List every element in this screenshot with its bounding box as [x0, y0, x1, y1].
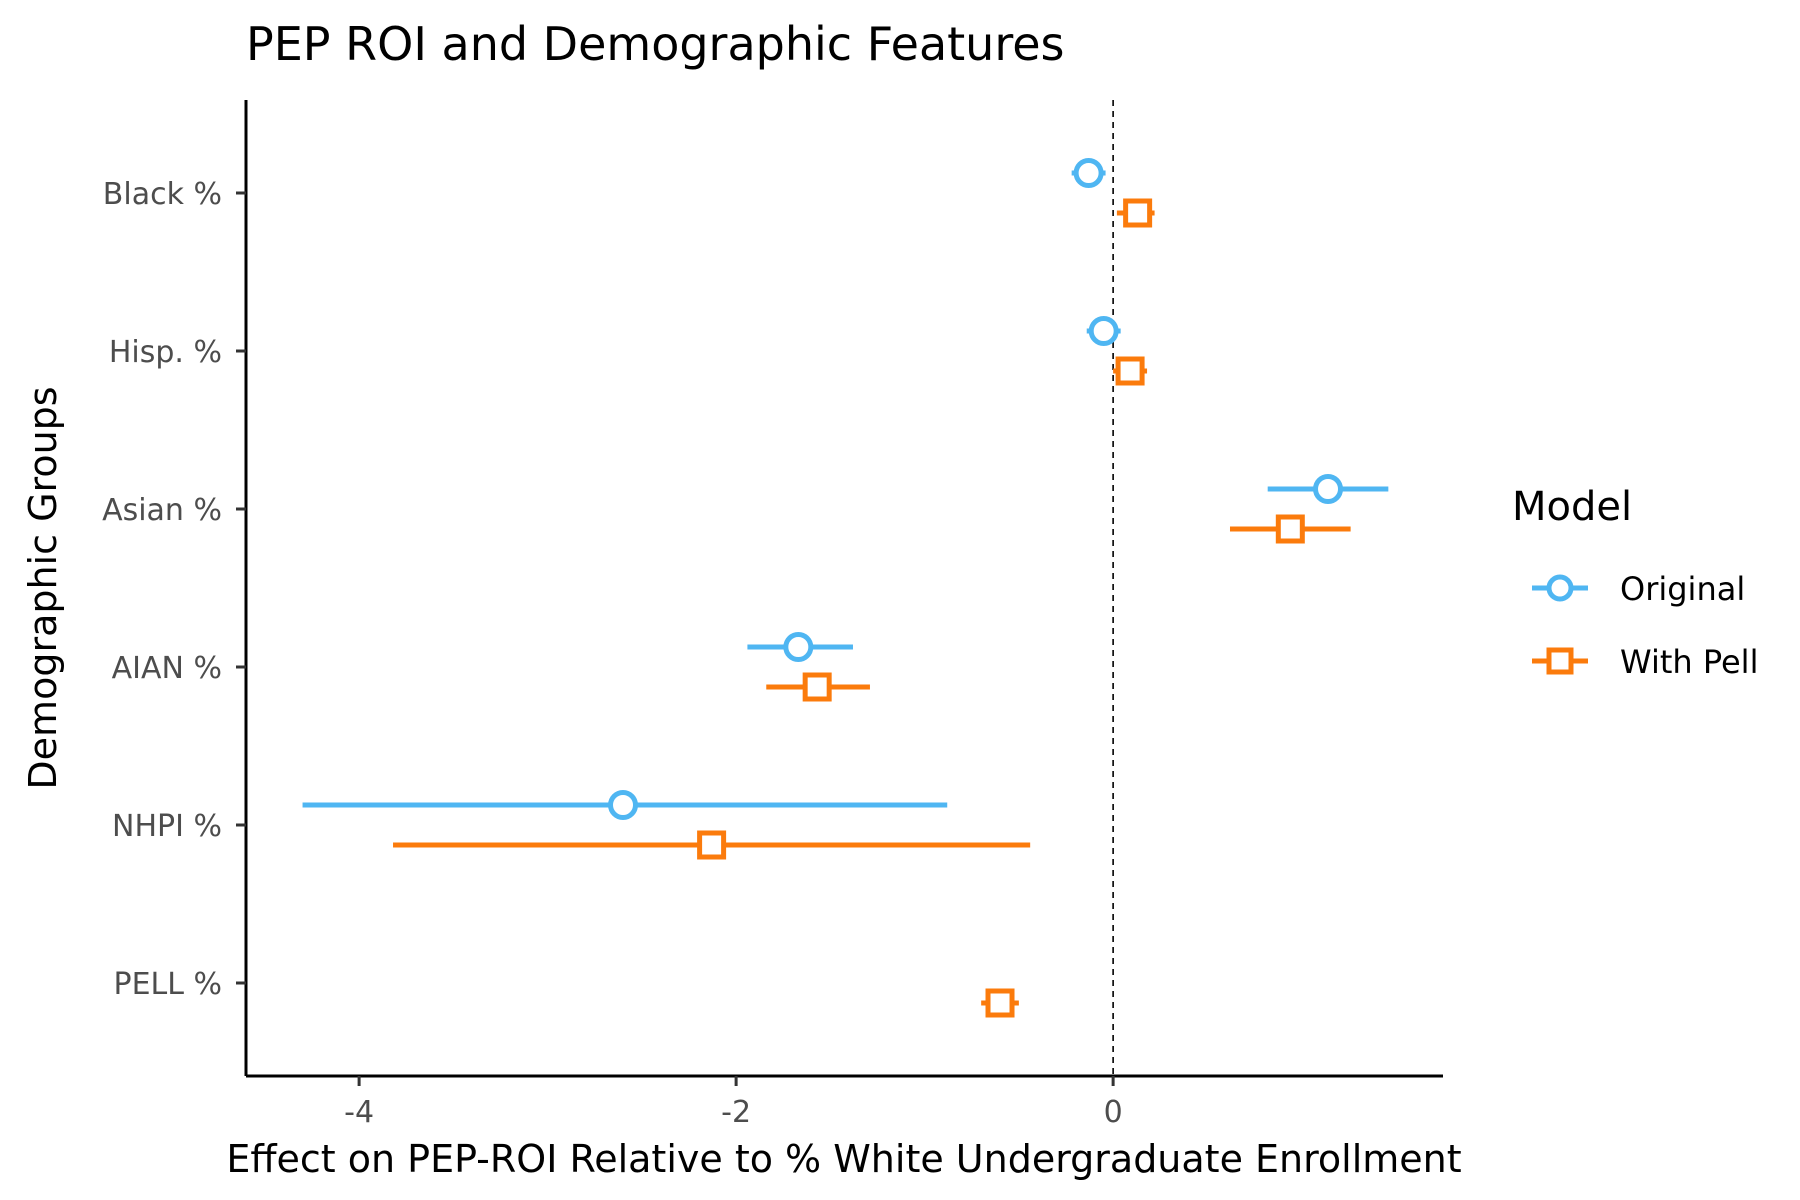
y-tick-label: PELL % — [113, 967, 222, 1002]
x-tick-label: -2 — [721, 1095, 751, 1130]
legend-label: Original — [1620, 570, 1745, 608]
y-tick-label: Asian % — [102, 493, 222, 528]
x-axis-title: Effect on PEP-ROI Relative to % White Un… — [226, 1137, 1461, 1181]
y-ticks: Black % Hisp. % Asian % AIAN % NHPI % PELL % — [102, 177, 246, 1002]
x-tick-label: -4 — [344, 1095, 374, 1130]
point-marker — [1073, 158, 1104, 188]
y-tick-label: Hisp. % — [109, 335, 222, 370]
x-ticks: -4 -2 0 — [344, 1076, 1123, 1130]
y-tick-label: AIAN % — [112, 651, 222, 686]
point-marker — [802, 672, 832, 702]
legend-label: With Pell — [1620, 643, 1758, 681]
y-tick-label: Black % — [103, 177, 222, 212]
data-marks — [302, 158, 1389, 1018]
point-marker — [1313, 474, 1344, 504]
legend-items: Original With Pell — [1532, 570, 1758, 681]
legend-key-marker — [1546, 574, 1574, 602]
legend-title: Model — [1512, 484, 1632, 530]
point-marker — [608, 790, 639, 820]
chart-title: PEP ROI and Demographic Features — [246, 17, 1065, 71]
point-marker — [1123, 198, 1153, 228]
point-marker — [1275, 514, 1305, 544]
x-tick-label: 0 — [1104, 1095, 1123, 1130]
point-marker — [985, 988, 1015, 1018]
point-marker — [697, 830, 727, 860]
point-marker — [783, 632, 814, 662]
y-tick-label: NHPI % — [112, 809, 222, 844]
legend: Model Original With Pell — [1512, 484, 1758, 681]
y-axis-title: Demographic Groups — [21, 386, 65, 789]
legend-key-marker — [1546, 647, 1574, 675]
point-marker — [1088, 316, 1119, 346]
plot-area: Black %Hisp. %Asian %AIAN %NHPI %PELL % … — [102, 100, 1443, 1130]
point-marker — [1115, 356, 1145, 386]
